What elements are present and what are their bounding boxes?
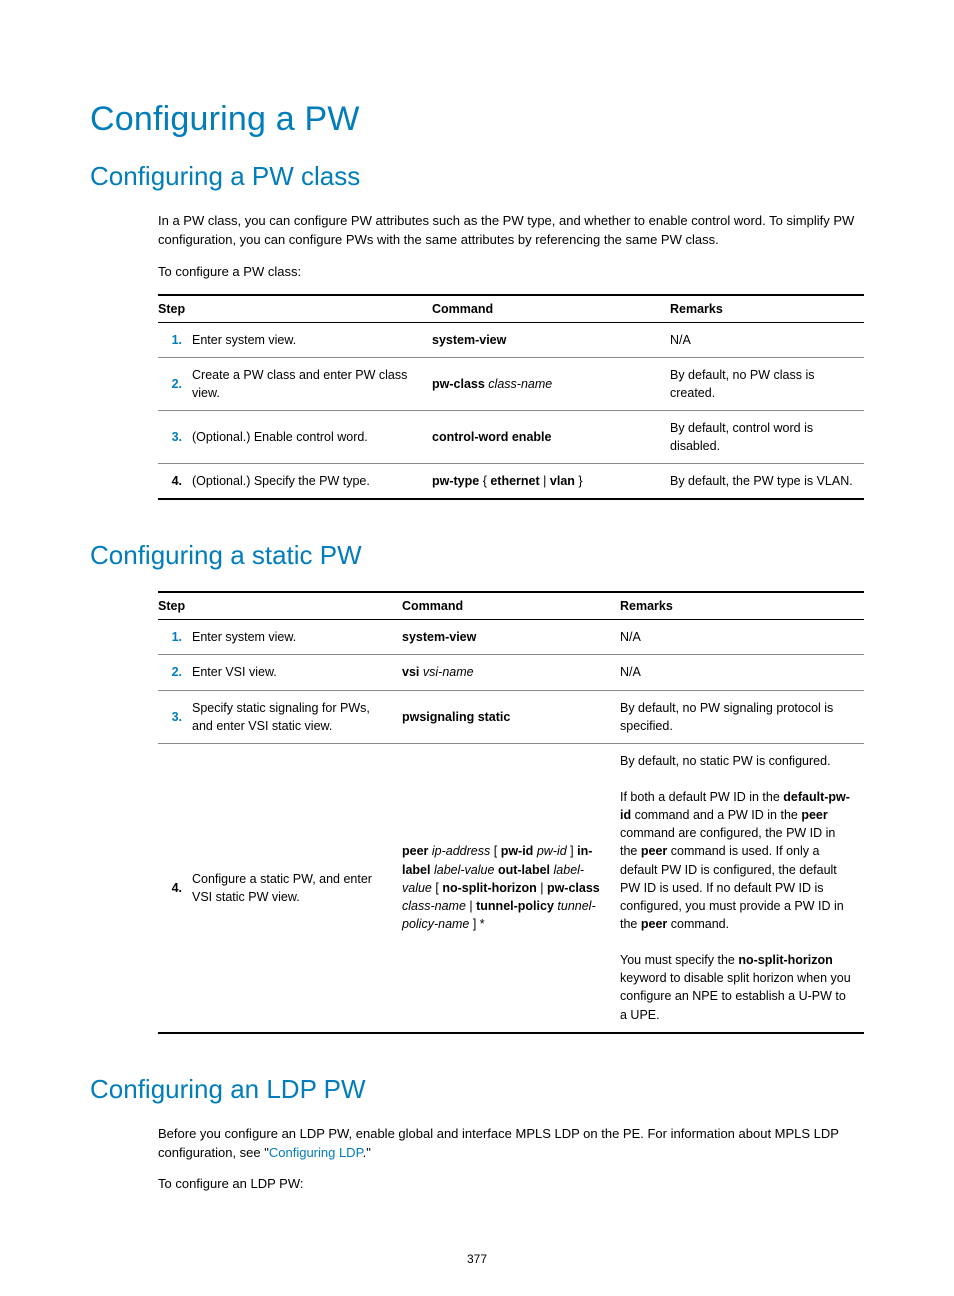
command-cell: peer ip-address [ pw-id pw-id ] in-label… xyxy=(402,743,620,1032)
step-description: Enter VSI view. xyxy=(192,655,402,690)
table-row: 2.Create a PW class and enter PW class v… xyxy=(158,357,864,410)
step-description: Enter system view. xyxy=(192,620,402,655)
step-number: 1. xyxy=(158,620,192,655)
paragraph: In a PW class, you can configure PW attr… xyxy=(158,212,864,250)
remarks-cell: By default, the PW type is VLAN. xyxy=(670,464,864,500)
col-step: Step xyxy=(158,295,432,323)
command-cell: vsi vsi-name xyxy=(402,655,620,690)
text: Before you configure an LDP PW, enable g… xyxy=(158,1126,839,1160)
step-description: Configure a static PW, and enter VSI sta… xyxy=(192,743,402,1032)
step-number: 1. xyxy=(158,322,192,357)
remarks-cell: By default, control word is disabled. xyxy=(670,410,864,463)
table-row: 3.(Optional.) Enable control word.contro… xyxy=(158,410,864,463)
step-description: Specify static signaling for PWs, and en… xyxy=(192,690,402,743)
table-row: 4.Configure a static PW, and enter VSI s… xyxy=(158,743,864,1032)
col-step: Step xyxy=(158,592,402,620)
step-description: Create a PW class and enter PW class vie… xyxy=(192,357,432,410)
command-cell: control-word enable xyxy=(432,410,670,463)
step-number: 4. xyxy=(158,464,192,500)
step-number: 3. xyxy=(158,690,192,743)
table-row: 2.Enter VSI view.vsi vsi-nameN/A xyxy=(158,655,864,690)
col-remarks: Remarks xyxy=(620,592,864,620)
command-cell: pw-type { ethernet | vlan } xyxy=(432,464,670,500)
step-number: 4. xyxy=(158,743,192,1032)
remarks-cell: N/A xyxy=(620,620,864,655)
section-title-ldp-pw: Configuring an LDP PW xyxy=(90,1074,864,1105)
section-title-pw-class: Configuring a PW class xyxy=(90,161,864,192)
command-cell: pwsignaling static xyxy=(402,690,620,743)
step-number: 2. xyxy=(158,655,192,690)
paragraph: To configure an LDP PW: xyxy=(158,1175,864,1194)
step-number: 3. xyxy=(158,410,192,463)
paragraph: To configure a PW class: xyxy=(158,263,864,282)
section-title-static-pw: Configuring a static PW xyxy=(90,540,864,571)
paragraph: Before you configure an LDP PW, enable g… xyxy=(158,1125,864,1163)
remarks-cell: N/A xyxy=(670,322,864,357)
col-remarks: Remarks xyxy=(670,295,864,323)
table-row: 4.(Optional.) Specify the PW type.pw-typ… xyxy=(158,464,864,500)
remarks-cell: By default, no static PW is configured.I… xyxy=(620,743,864,1032)
table-static-pw: Step Command Remarks 1.Enter system view… xyxy=(158,591,864,1033)
remarks-cell: By default, no PW signaling protocol is … xyxy=(620,690,864,743)
link-configuring-ldp[interactable]: Configuring LDP xyxy=(269,1145,363,1160)
step-number: 2. xyxy=(158,357,192,410)
step-description: (Optional.) Specify the PW type. xyxy=(192,464,432,500)
table-row: 1.Enter system view.system-viewN/A xyxy=(158,322,864,357)
table-pw-class: Step Command Remarks 1.Enter system view… xyxy=(158,294,864,501)
remarks-cell: By default, no PW class is created. xyxy=(670,357,864,410)
step-description: Enter system view. xyxy=(192,322,432,357)
command-cell: system-view xyxy=(402,620,620,655)
command-cell: system-view xyxy=(432,322,670,357)
table-body: 1.Enter system view.system-viewN/A2.Crea… xyxy=(158,322,864,499)
col-command: Command xyxy=(402,592,620,620)
page: Configuring a PW Configuring a PW class … xyxy=(0,0,954,1296)
table-body: 1.Enter system view.system-viewN/A2.Ente… xyxy=(158,620,864,1033)
command-cell: pw-class class-name xyxy=(432,357,670,410)
table-row: 3.Specify static signaling for PWs, and … xyxy=(158,690,864,743)
page-number: 377 xyxy=(467,1252,487,1266)
col-command: Command xyxy=(432,295,670,323)
remarks-cell: N/A xyxy=(620,655,864,690)
table-row: 1.Enter system view.system-viewN/A xyxy=(158,620,864,655)
text: ." xyxy=(363,1145,371,1160)
page-title-h1: Configuring a PW xyxy=(90,100,864,139)
step-description: (Optional.) Enable control word. xyxy=(192,410,432,463)
